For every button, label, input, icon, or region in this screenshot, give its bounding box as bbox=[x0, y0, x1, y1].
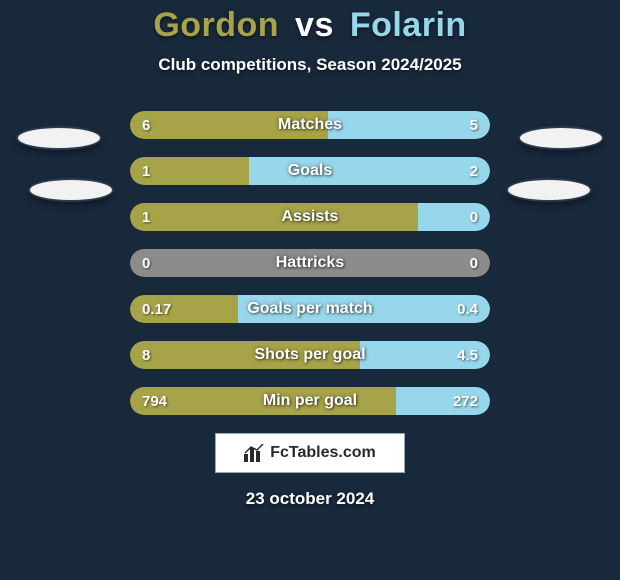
watermark-text: FcTables.com bbox=[270, 444, 376, 462]
bars-icon bbox=[244, 444, 264, 462]
stat-bar-left bbox=[130, 111, 328, 139]
stat-bar-left bbox=[130, 157, 249, 185]
comparison-title: Gordon vs Folarin bbox=[0, 0, 620, 45]
player1-name: Gordon bbox=[153, 6, 279, 44]
stat-row: Assists10 bbox=[130, 203, 490, 231]
player1-kit-upper bbox=[16, 126, 102, 150]
stat-bar-left bbox=[130, 341, 360, 369]
watermark: FcTables.com bbox=[215, 433, 405, 473]
stat-bar-right bbox=[418, 203, 490, 231]
player2-kit-lower bbox=[506, 178, 592, 202]
stat-bar-left bbox=[130, 387, 396, 415]
stat-bar-left bbox=[130, 203, 418, 231]
subtitle: Club competitions, Season 2024/2025 bbox=[0, 55, 620, 75]
stat-bar-left bbox=[130, 295, 238, 323]
date-label: 23 october 2024 bbox=[0, 489, 620, 509]
stat-bar-right bbox=[328, 111, 490, 139]
stat-row: Shots per goal84.5 bbox=[130, 341, 490, 369]
stat-bar-right bbox=[360, 341, 490, 369]
stat-row: Goals12 bbox=[130, 157, 490, 185]
stat-row: Matches65 bbox=[130, 111, 490, 139]
player2-name: Folarin bbox=[350, 6, 467, 44]
stat-row: Goals per match0.170.4 bbox=[130, 295, 490, 323]
stats-container: Matches65 Goals12 Assists10 Hattricks00 Goal… bbox=[130, 111, 490, 415]
stat-bar-right bbox=[396, 387, 490, 415]
player2-kit-upper bbox=[518, 126, 604, 150]
player1-kit-lower bbox=[28, 178, 114, 202]
stat-bar-right bbox=[249, 157, 490, 185]
stat-bar-right bbox=[310, 249, 490, 277]
stat-row: Min per goal794272 bbox=[130, 387, 490, 415]
stat-row: Hattricks00 bbox=[130, 249, 490, 277]
stat-bar-right bbox=[238, 295, 490, 323]
stat-bar-left bbox=[130, 249, 310, 277]
vs-label: vs bbox=[289, 6, 340, 44]
